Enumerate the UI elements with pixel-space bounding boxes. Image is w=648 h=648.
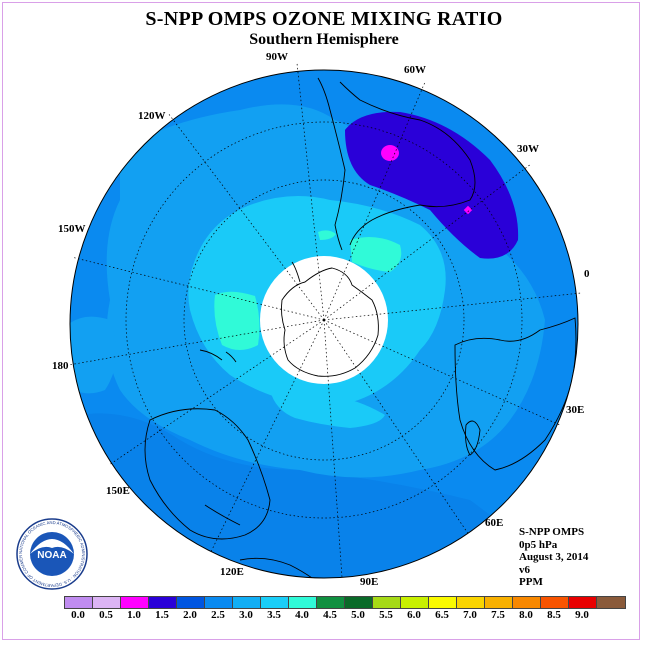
longitude-label: 90W (266, 51, 288, 63)
meridian-lines (67, 61, 583, 580)
colorbar-swatch (345, 597, 373, 608)
colorbar-tick-label: 3.0 (239, 609, 253, 621)
meridian-line (67, 319, 325, 366)
meridian-line (323, 319, 343, 580)
colorbar-tick-label: 1.5 (155, 609, 169, 621)
colorbar-swatch (513, 597, 541, 608)
colorbar-swatch (457, 597, 485, 608)
antarctica-outline (280, 261, 379, 377)
colorbar-swatch (373, 597, 401, 608)
field-3p5-4p0-b (350, 236, 402, 272)
map-subtitle: Southern Hemisphere (249, 31, 399, 48)
field-3p5-4p0-a (214, 291, 260, 350)
longitude-label: 150E (106, 485, 130, 497)
south-america-outline (317, 77, 476, 251)
latitude-circles (125, 121, 523, 519)
colorbar-swatch (149, 597, 177, 608)
colorbar-tick-label: 9.0 (575, 609, 589, 621)
plot-frame (2, 2, 640, 640)
meridian-line (323, 319, 562, 427)
colorbar-swatch (541, 597, 569, 608)
colorbar-ticks: 0.0 0.5 1.0 1.5 2.0 2.5 3.0 3.5 4.0 4.5 5.0 5.5 6.0 6… (64, 609, 648, 623)
colorbar-tick-label: 6.0 (407, 609, 421, 621)
meridian-line (209, 319, 325, 554)
info-instrument: S-NPP OMPS (519, 526, 585, 538)
field-3p0-3p5-south (270, 390, 385, 428)
longitude-labels: 90W 60W 30W 0 30E 60E 90E 120E 150E 180 150W 120W (52, 51, 590, 588)
meridian-line (323, 80, 426, 321)
colorbar-tick-label: 5.0 (351, 609, 365, 621)
se-asia-outline (204, 504, 326, 578)
colorbar-swatch (289, 597, 317, 608)
colorbar-tick-label: 7.5 (491, 609, 505, 621)
longitude-label: 60E (485, 517, 503, 529)
colorbar-swatch (233, 597, 261, 608)
colorbar-swatch (261, 597, 289, 608)
colorbar-tick-label: 6.5 (435, 609, 449, 621)
meridian-line (71, 256, 325, 321)
longitude-label: 30W (517, 143, 539, 155)
field-3p5-4p0-c (318, 230, 336, 240)
info-units: PPM (519, 576, 543, 588)
colorbar-tick-label: 8.5 (547, 609, 561, 621)
info-date: August 3, 2014 (519, 551, 589, 563)
colorbar-swatch (597, 597, 625, 608)
colorbar-swatch (177, 597, 205, 608)
colorbar-tick-label: 4.5 (323, 609, 337, 621)
info-version: v6 (519, 563, 530, 576)
longitude-label: 60W (404, 64, 426, 76)
colorbar-swatch (317, 597, 345, 608)
colorbar-swatch (401, 597, 429, 608)
colorbar-swatch (93, 597, 121, 608)
meridian-line (296, 61, 325, 321)
map-boundary (69, 69, 579, 579)
colorbar-swatch (121, 597, 149, 608)
colorbar-tick-label: 4.0 (295, 609, 309, 621)
lat-circle-middle (125, 121, 523, 519)
colorbar-tick-label: 0.5 (99, 609, 113, 621)
colorbar-tick-label: 1.0 (127, 609, 141, 621)
meridian-line (323, 319, 470, 536)
noaa-logo-text: NOAA (37, 550, 66, 561)
colorbar-tick-label: 0.0 (71, 609, 85, 621)
colorbar-tick-label: 2.0 (183, 609, 197, 621)
field-1p0-1p5-b (463, 205, 473, 215)
colorbar-tick-label: 8.0 (519, 609, 533, 621)
colorbar-tick-label: 5.5 (379, 609, 393, 621)
longitude-label: 120E (220, 566, 244, 578)
longitude-label: 150W (58, 223, 86, 235)
longitude-label: 120W (138, 110, 166, 122)
meridian-line (167, 112, 325, 321)
colorbar-swatch (205, 597, 233, 608)
new-zealand-outline (199, 349, 237, 363)
field-1p0-1p5-a (381, 145, 399, 161)
meridian-line (108, 319, 325, 466)
map-title: S-NPP OMPS OZONE MIXING RATIO (145, 8, 503, 30)
colorbar-swatch (485, 597, 513, 608)
field-2p5-3p0-left (70, 316, 117, 394)
colorbar-swatch (65, 597, 93, 608)
meridian-line (323, 292, 583, 321)
longitude-label: 180 (52, 360, 69, 372)
noaa-logo: NATIONAL OCEANIC AND ATMOSPHERIC ADMINIS… (16, 518, 88, 590)
info-pressure: 0p5 hPa (519, 538, 558, 551)
lat-circle-inner (183, 179, 465, 461)
colorbar-tick-label: 7.0 (463, 609, 477, 621)
longitude-label: 30E (566, 404, 584, 416)
meridian-line (323, 163, 532, 321)
longitude-label: 90E (360, 576, 378, 588)
colorbar-swatch (429, 597, 457, 608)
colorbar-tick-label: 3.5 (267, 609, 281, 621)
colorbar-tick-label: 2.5 (211, 609, 225, 621)
colorbar-swatch (569, 597, 597, 608)
colorbar (64, 596, 626, 609)
longitude-label: 0 (584, 268, 590, 280)
australia-outline (144, 408, 271, 540)
info-block: S-NPP OMPS 0p5 hPa August 3, 2014 v6 PPM (519, 526, 588, 589)
